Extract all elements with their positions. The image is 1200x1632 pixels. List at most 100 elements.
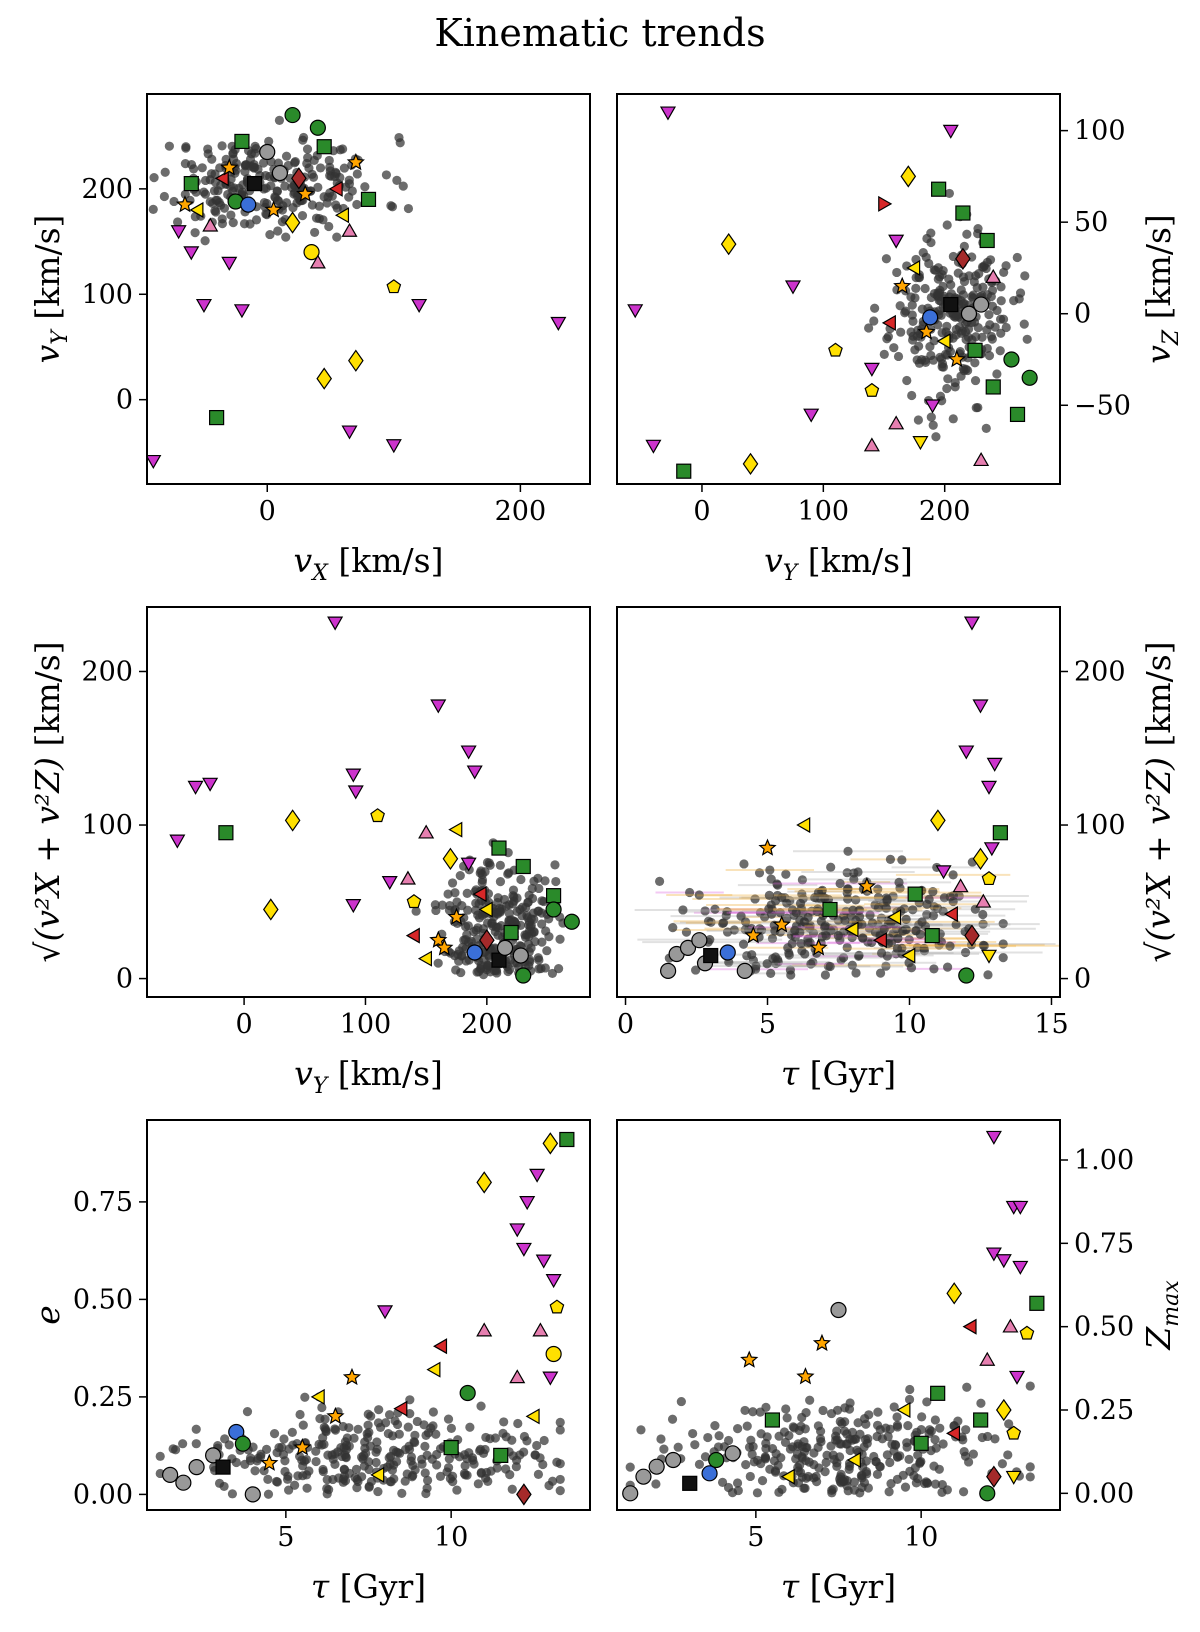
field-star-point <box>723 1435 734 1446</box>
field-star-point <box>410 1465 420 1475</box>
field-star-point <box>959 276 970 287</box>
field-star-point <box>833 915 843 925</box>
field-star-point <box>315 163 326 173</box>
field-star-point <box>149 173 159 183</box>
field-star-point <box>508 899 518 909</box>
field-star-point <box>780 1437 791 1448</box>
y-tick-label: 200 <box>81 174 133 205</box>
field-star-point <box>474 967 484 977</box>
field-star-point <box>904 1394 915 1405</box>
field-star-point <box>938 281 948 292</box>
data-point-diamond <box>542 1132 559 1155</box>
field-star-point <box>210 206 220 216</box>
field-star-point <box>787 938 797 949</box>
field-star-point <box>962 229 972 239</box>
data-point-tri-left <box>417 950 433 967</box>
field-star-point <box>900 1482 911 1492</box>
data-point-tri-down <box>535 1254 552 1269</box>
field-star-point <box>395 138 405 148</box>
field-star-point <box>279 1434 289 1444</box>
field-star-point <box>381 1418 391 1428</box>
y-tick-label: 50 <box>1074 207 1108 238</box>
field-star-point <box>978 919 988 929</box>
field-star-point <box>335 145 345 155</box>
field-star-point <box>410 1437 420 1448</box>
field-star-point <box>921 252 931 262</box>
field-star-point <box>330 1459 340 1469</box>
data-point-circle <box>701 1465 718 1482</box>
data-point-tri-left <box>844 921 859 938</box>
data-point-tri-left <box>796 816 811 834</box>
field-star-point <box>437 900 447 910</box>
field-star-point <box>933 263 943 273</box>
field-star-point <box>297 211 308 221</box>
field-star-point <box>265 229 275 240</box>
data-point-square <box>491 840 507 856</box>
data-point-tri-left <box>943 906 958 923</box>
field-star-point <box>372 1444 382 1454</box>
field-star-point <box>654 876 665 887</box>
field-star-point <box>555 1485 565 1496</box>
data-point-diamond <box>742 452 759 476</box>
chart-panel-vx-vy: 0 200 0 100 200 vX [km/s] vY [km/s] <box>28 93 591 586</box>
field-star-point <box>822 1450 832 1460</box>
data-point-tri-up <box>863 437 880 452</box>
highlighted-points <box>147 106 567 470</box>
field-star-point <box>839 1426 850 1436</box>
data-point-circle <box>284 106 301 124</box>
field-star-point <box>908 905 918 915</box>
field-star-point <box>849 1485 859 1495</box>
field-star-point <box>371 1457 381 1468</box>
field-star-point <box>469 927 479 937</box>
data-point-tri-down <box>1012 1260 1029 1275</box>
field-star-point <box>102 158 111 167</box>
field-star-point <box>483 961 493 971</box>
field-star-point <box>364 1457 374 1467</box>
field-star-point <box>826 862 836 872</box>
data-point-circle <box>622 1485 639 1502</box>
data-point-tri-left <box>214 170 229 187</box>
field-star-point <box>935 1423 945 1433</box>
data-point-diamond <box>986 1465 1002 1488</box>
field-star-point <box>755 1407 765 1417</box>
data-point-tri-up <box>1002 1318 1019 1333</box>
x-tick-label: 5 <box>277 1522 294 1553</box>
data-point-tri-left <box>936 333 951 350</box>
field-star-point <box>366 1411 376 1421</box>
field-star-point <box>813 1442 823 1452</box>
field-star-point <box>762 959 772 969</box>
field-star-point <box>258 158 269 168</box>
field-star-point <box>295 1409 305 1420</box>
field-star-point <box>978 909 988 920</box>
field-star-point <box>311 1456 321 1467</box>
data-point-diamond <box>946 1282 963 1305</box>
field-star-point <box>302 144 313 154</box>
y-tick-label: 0.75 <box>73 1187 133 1218</box>
field-star-point <box>849 1477 859 1487</box>
field-star-point <box>405 1395 415 1405</box>
field-star-point <box>461 956 471 966</box>
field-star-point <box>893 351 904 362</box>
field-star-point <box>169 196 179 207</box>
data-point-tri-down <box>430 699 447 714</box>
field-star-point <box>298 132 309 143</box>
field-star-point <box>411 906 421 916</box>
data-point-tri-up <box>309 254 326 269</box>
field-star-point <box>474 899 484 909</box>
field-star-point <box>109 219 118 228</box>
chart-panel-tau-e: 5 10 0.00 0.25 0.50 0.75 τ [Gyr] e <box>28 1119 591 1606</box>
field-star-point <box>443 1414 454 1424</box>
data-point-square <box>764 1412 780 1428</box>
data-point-star <box>758 838 777 856</box>
field-star-point <box>926 412 936 422</box>
figure-title: Kinematic trends <box>434 11 765 55</box>
field-star-point <box>917 1412 927 1422</box>
data-point-square <box>1009 406 1026 423</box>
field-star-point <box>381 170 392 180</box>
field-star-point <box>851 895 861 905</box>
data-point-tri-left <box>881 314 896 331</box>
data-point-tri-up <box>202 217 219 232</box>
data-point-square <box>924 927 940 944</box>
field-star-point <box>298 1471 308 1481</box>
data-point-tri-left <box>472 886 487 903</box>
